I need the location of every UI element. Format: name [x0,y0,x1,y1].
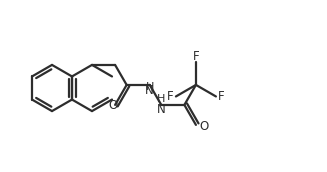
Text: H: H [157,94,165,104]
Text: F: F [193,50,199,63]
Text: O: O [199,120,208,133]
Text: O: O [109,99,118,112]
Text: F: F [167,90,174,103]
Text: H: H [146,82,154,92]
Text: N: N [146,84,154,97]
Text: F: F [218,90,225,103]
Text: N: N [157,103,166,116]
